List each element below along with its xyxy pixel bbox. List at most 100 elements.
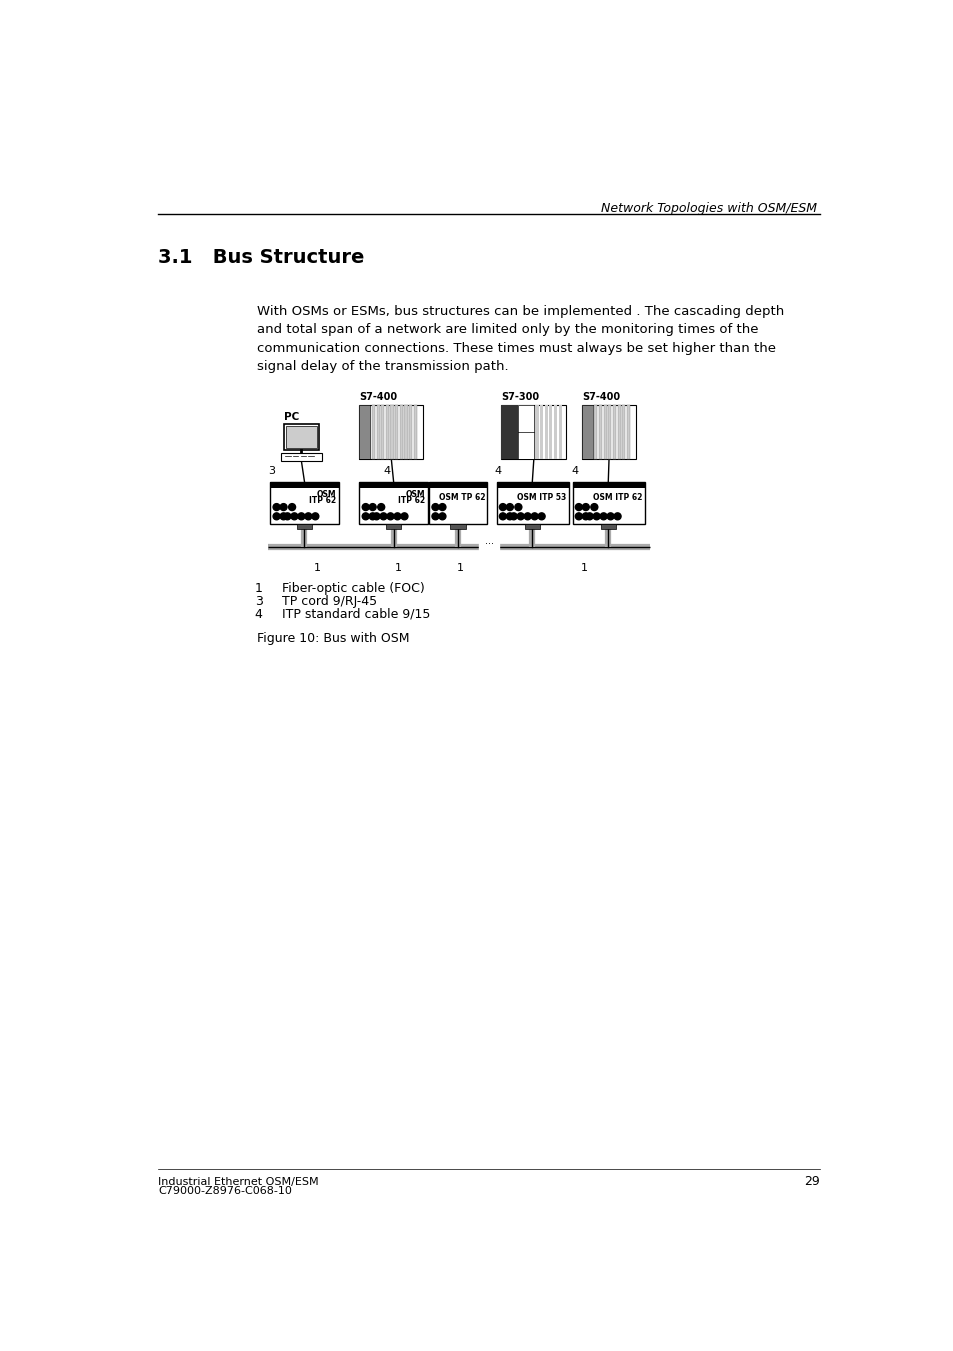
Text: ITP 62: ITP 62 [309,496,335,505]
Text: Figure 10: Bus with OSM: Figure 10: Bus with OSM [257,632,409,644]
Circle shape [387,513,394,520]
Circle shape [531,513,537,520]
Circle shape [575,504,581,511]
Circle shape [377,504,384,511]
Bar [385,524,401,528]
Bar [359,405,422,458]
Bar [621,405,624,458]
Circle shape [289,504,295,511]
Text: 4: 4 [495,466,501,476]
Circle shape [523,513,531,520]
Bar [554,405,557,458]
Bar [617,405,620,458]
Circle shape [273,513,280,520]
Bar [395,405,397,458]
Bar [497,482,568,524]
Circle shape [291,513,297,520]
Bar [572,482,644,524]
Circle shape [284,513,291,520]
Bar [572,482,644,488]
Bar [612,405,616,458]
Circle shape [606,513,614,520]
Bar [270,482,338,488]
Text: Industrial Ethernet OSM/ESM: Industrial Ethernet OSM/ESM [158,1177,318,1188]
Bar [359,405,370,458]
Circle shape [510,513,517,520]
Text: TP cord 9/RJ-45: TP cord 9/RJ-45 [282,594,376,608]
Bar [359,482,427,524]
Circle shape [438,504,445,511]
Text: 4: 4 [383,466,391,476]
Circle shape [581,513,589,520]
Bar [381,405,384,458]
Text: S7-300: S7-300 [500,392,538,403]
Circle shape [506,513,513,520]
Circle shape [498,504,506,511]
Circle shape [362,513,369,520]
Text: Network Topologies with OSM/ESM: Network Topologies with OSM/ESM [600,203,816,215]
Text: PC: PC [283,412,298,422]
Circle shape [585,513,593,520]
Bar [594,405,597,458]
Circle shape [599,513,606,520]
Bar [381,405,384,458]
Circle shape [517,513,523,520]
Bar [626,405,629,458]
Text: ...: ... [485,535,494,546]
Bar [359,405,370,458]
Text: Fiber-optic cable (FOC): Fiber-optic cable (FOC) [282,582,424,594]
Circle shape [273,504,280,511]
Bar [359,482,427,488]
Circle shape [369,504,375,511]
Bar [517,405,534,458]
Text: 3.1   Bus Structure: 3.1 Bus Structure [158,249,364,267]
Bar [598,405,601,458]
Circle shape [432,504,438,511]
Bar [544,405,547,458]
Text: 4: 4 [571,466,578,476]
Bar [409,405,412,458]
Circle shape [515,504,521,511]
Bar [450,524,465,528]
Bar [385,405,389,458]
Bar [404,405,407,458]
Circle shape [614,513,620,520]
Bar [621,405,624,458]
Circle shape [590,504,598,511]
Bar [390,405,394,458]
Bar [281,453,321,461]
Circle shape [280,504,287,511]
Bar [283,424,319,450]
Bar [399,405,402,458]
Bar [372,405,375,458]
Circle shape [362,504,369,511]
Circle shape [498,513,506,520]
Circle shape [438,513,445,520]
Text: OSM ITP 53: OSM ITP 53 [517,493,566,503]
Bar [598,405,601,458]
Text: OSM: OSM [405,490,425,499]
Bar [409,405,412,458]
Text: 1: 1 [395,562,401,573]
Bar [385,405,389,458]
Bar [296,524,312,528]
Bar [399,405,402,458]
Circle shape [537,513,544,520]
Text: C79000-Z8976-C068-10: C79000-Z8976-C068-10 [158,1186,292,1196]
Bar [603,405,606,458]
Circle shape [280,513,287,520]
Circle shape [432,513,438,520]
Bar [500,405,517,458]
Bar [500,405,566,458]
Text: 3: 3 [268,466,275,476]
Bar [608,405,611,458]
Bar [429,482,487,524]
Text: OSM TP 62: OSM TP 62 [438,493,484,503]
Bar [594,405,597,458]
Bar [395,405,397,458]
Text: OSM ITP 62: OSM ITP 62 [593,493,641,503]
Text: 3: 3 [254,594,262,608]
Bar [539,405,542,458]
Bar [535,405,537,458]
Text: 1: 1 [254,582,262,594]
